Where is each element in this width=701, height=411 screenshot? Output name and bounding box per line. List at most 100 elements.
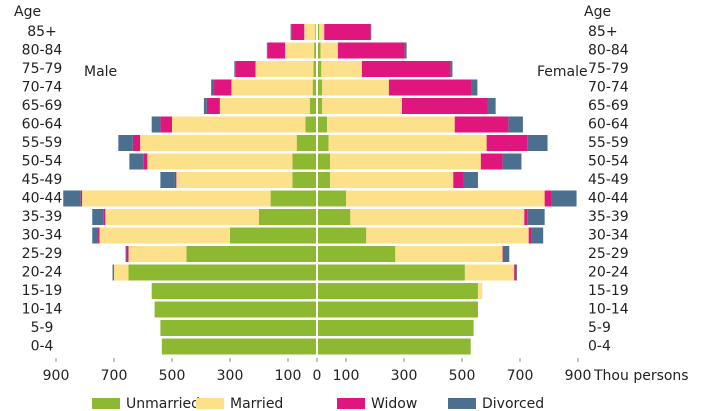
female-bar [317,190,346,207]
male-bar [118,135,133,151]
female-bar [317,61,322,77]
age-label-right: 25-29 [588,246,629,262]
age-label-right: 15-19 [588,283,629,299]
age-label-left: 5-9 [31,320,54,336]
female-bar [480,153,503,170]
female-bar [346,190,545,207]
female-bar [516,264,518,281]
female-bar [321,61,362,77]
male-bar [128,264,317,281]
age-label-left: 80-84 [22,43,63,59]
age-label-left: 50-54 [22,154,63,170]
male-bar [292,172,317,188]
female-bar [317,135,329,151]
age-label-right: 30-34 [588,228,629,244]
male-bar [160,320,317,336]
age-label-right: 10-14 [588,302,629,318]
age-label-right: 40-44 [588,191,629,207]
female-bar [317,264,465,281]
female-bar [477,283,483,299]
age-label-left: 0-4 [31,339,54,355]
male-bar [92,209,104,225]
legend-swatch [448,398,476,409]
age-label-left: 25-29 [22,246,63,262]
female-bar [317,227,367,244]
age-label-right: 85+ [588,24,618,40]
male-bar [314,42,317,59]
x-tick-label: 100 [333,368,360,384]
male-bar [234,61,236,77]
female-bar [463,172,478,188]
female-bar [317,172,331,188]
male-bar [214,79,232,96]
age-label-right: 50-54 [588,154,629,170]
male-bar [266,42,268,59]
female-bar [514,264,517,281]
female-bar [508,116,523,133]
age-label-right: 70-74 [588,80,629,96]
male-bar [92,227,99,244]
age-label-left: 85+ [27,24,57,40]
male-bar [285,42,315,59]
female-bar [317,338,471,355]
x-tick-label: 700 [101,368,128,384]
age-label-left: 60-64 [22,117,63,133]
male-bar [186,246,317,262]
male-bar [129,153,144,170]
female-bar [322,79,389,96]
age-label-right: 55-59 [588,135,629,151]
female-bar [328,135,487,151]
female-bar [317,79,323,96]
age-label-left: 70-74 [22,80,63,96]
x-tick-label: 100 [275,368,302,384]
female-bar [395,246,503,262]
male-bar [125,246,127,262]
male-bar [147,153,293,170]
female-bar [544,190,552,207]
age-label-left: 45-49 [22,172,63,188]
female-bar [502,246,504,262]
female-bar [454,116,509,133]
age-label-left: 10-14 [22,302,63,318]
male-bar [63,190,81,207]
male-bar [231,79,313,96]
age-label-left: 30-34 [22,228,63,244]
x-tick-label: 300 [217,368,244,384]
legend-swatch [196,398,224,409]
age-label-right: 45-49 [588,172,629,188]
legend-swatch [337,398,365,409]
male-bar [312,79,317,96]
male-bar [151,116,161,133]
legend-label: Widow [371,396,417,411]
male-bar [176,172,293,188]
female-bar [524,209,528,225]
female-bar [551,190,577,207]
male-bar [112,264,114,281]
male-bar [255,61,314,77]
male-bar [113,264,114,281]
male-label: Male [84,64,117,80]
female-bar [471,79,478,96]
male-bar [114,264,129,281]
male-bar [219,98,310,114]
x-tick-label: 500 [449,368,476,384]
male-bar [160,172,175,188]
male-bar [128,246,187,262]
female-bar [486,135,528,151]
male-bar [161,338,317,355]
female-bar [320,42,338,59]
female-bar [322,98,402,114]
female-bar [528,227,532,244]
male-bar [230,227,317,244]
female-bar [370,24,372,40]
male-bar [203,98,207,114]
female-bar [317,246,396,262]
age-label-right: 80-84 [588,43,629,59]
female-bar [317,320,474,336]
female-bar [531,227,544,244]
x-tick-label: 900 [43,368,70,384]
female-bar [487,98,496,114]
x-tick-label: 900 [565,368,592,384]
male-bar [211,79,215,96]
